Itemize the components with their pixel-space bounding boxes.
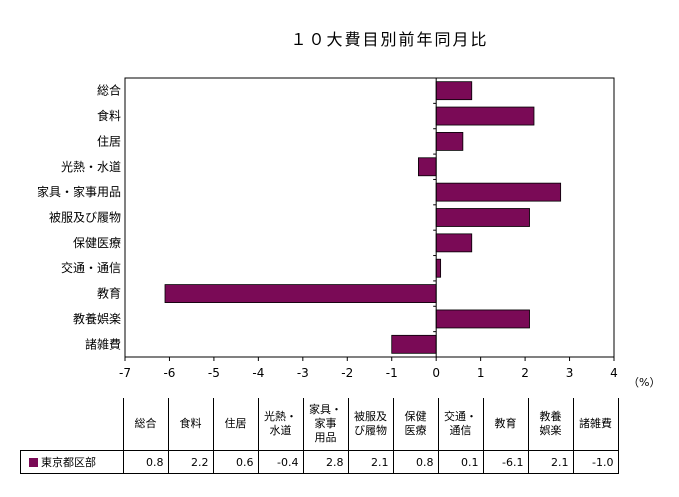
table-value-cell: 0.6 [212,450,258,474]
table-header-cell: 家具・ 家事 用品 [302,398,348,451]
table-header-text: 医療 [404,424,427,437]
table-header-cell: 住居 [212,398,258,451]
bar-3 [435,132,464,151]
x-tick-label: -6 [163,366,175,380]
x-tick-label: 2 [521,366,529,380]
bar-chart: 総合食料住居光熱・水道家具・家事用品被服及び履物保健医療交通・通信教育教養娯楽諸… [37,77,618,380]
bar-5 [435,182,562,202]
x-axis-unit: （%） [628,376,661,389]
table-header-text: 諸雑費 [579,417,612,430]
table-header-text: 教育 [494,417,517,430]
table-header-text: 用品 [314,431,337,444]
bar-1 [435,81,473,101]
table-value-cell: 2.1 [527,450,573,474]
x-tick-label: 0 [432,366,440,380]
bar-11 [391,334,437,354]
table-header-cell: 被服及 び履物 [347,398,393,451]
table-value-cell: -0.4 [257,450,303,474]
table-header-text: 教養 [539,410,562,423]
table-value-cell: 2.8 [302,450,348,474]
bar-6 [435,208,530,227]
x-tick-label: 4 [610,366,618,380]
category-label: 住居 [97,134,121,148]
chart-title: １０大費目別前年同月比 [290,30,489,49]
bar-7 [435,233,473,253]
table-value-cell: 2.1 [347,450,393,474]
x-tick-label: -2 [341,366,353,380]
table-value-cell: -1.0 [572,450,619,474]
x-tick-label: 3 [566,366,574,380]
table-header-text: 総合 [134,417,157,430]
table-header-text: 光熱・ [264,410,297,423]
category-label: 交通・通信 [61,260,121,275]
table-header-cell: 総合 [122,398,168,451]
category-label: 諸雑費 [85,336,121,351]
table-header-text: 被服及 [354,410,387,423]
category-label: 総合 [97,83,121,98]
bar-2 [435,106,535,126]
category-label: 光熱・水道 [61,160,121,174]
table-header-cell: 保健 医療 [392,398,438,451]
x-tick-label: -1 [386,366,398,380]
table-row-label: 東京都区部 [20,450,123,474]
table-header-text: 交通・ [444,410,477,423]
category-label: 食料 [97,108,121,123]
plot-area [124,77,615,358]
table-value-cell: 2.2 [167,450,213,474]
table-value-cell: 0.8 [122,450,168,474]
category-label: 教養娯楽 [73,311,121,326]
data-table: 総合 食料 住居 光熱・ 水道 家具・ 家事 用品 被服及 び履物 保健 医療 交通・ 通信 教育 教養 娯楽諸… [20,398,619,474]
table-header-text: 家事 [314,417,337,430]
x-tick-label: 1 [477,366,485,380]
bar-10 [435,309,530,329]
legend-label: 東京都区部 [41,456,96,469]
bar-8 [435,258,442,278]
bar-9 [164,284,437,303]
bar-4 [417,157,437,177]
table-header-text: 家具・ [309,403,342,416]
x-tick-label: -7 [119,366,131,380]
table-value-cell: -6.1 [482,450,528,474]
table-header-cell: 教育 [482,398,528,451]
table-header-text: 通信 [449,424,472,437]
table-header-text: 住居 [224,417,247,430]
table-header-text: び履物 [354,424,387,437]
table-header-cell: 食料 [167,398,213,451]
table-header-cell: 光熱・ 水道 [257,398,303,451]
category-label: 保健医療 [73,236,121,250]
table-header-cell: 交通・ 通信 [437,398,483,451]
table-value-cell: 0.1 [437,450,483,474]
table-header-cell: 教養 娯楽 [527,398,573,451]
table-header-text: 娯楽 [539,424,562,437]
category-label: 被服及び履物 [49,211,121,225]
x-tick-label: -3 [297,366,309,380]
table-header-text: 水道 [269,424,292,437]
x-tick-label: -5 [208,366,220,380]
table-value-cell: 0.8 [392,450,438,474]
legend-swatch [29,458,38,467]
category-label: 教育 [97,286,121,301]
x-tick-label: -4 [252,366,264,380]
table-header-text: 保健 [404,410,427,423]
table-header-cell: 諸雑費 [572,398,619,451]
table-header-text: 食料 [179,417,202,430]
category-label: 家具・家事用品 [37,184,121,199]
